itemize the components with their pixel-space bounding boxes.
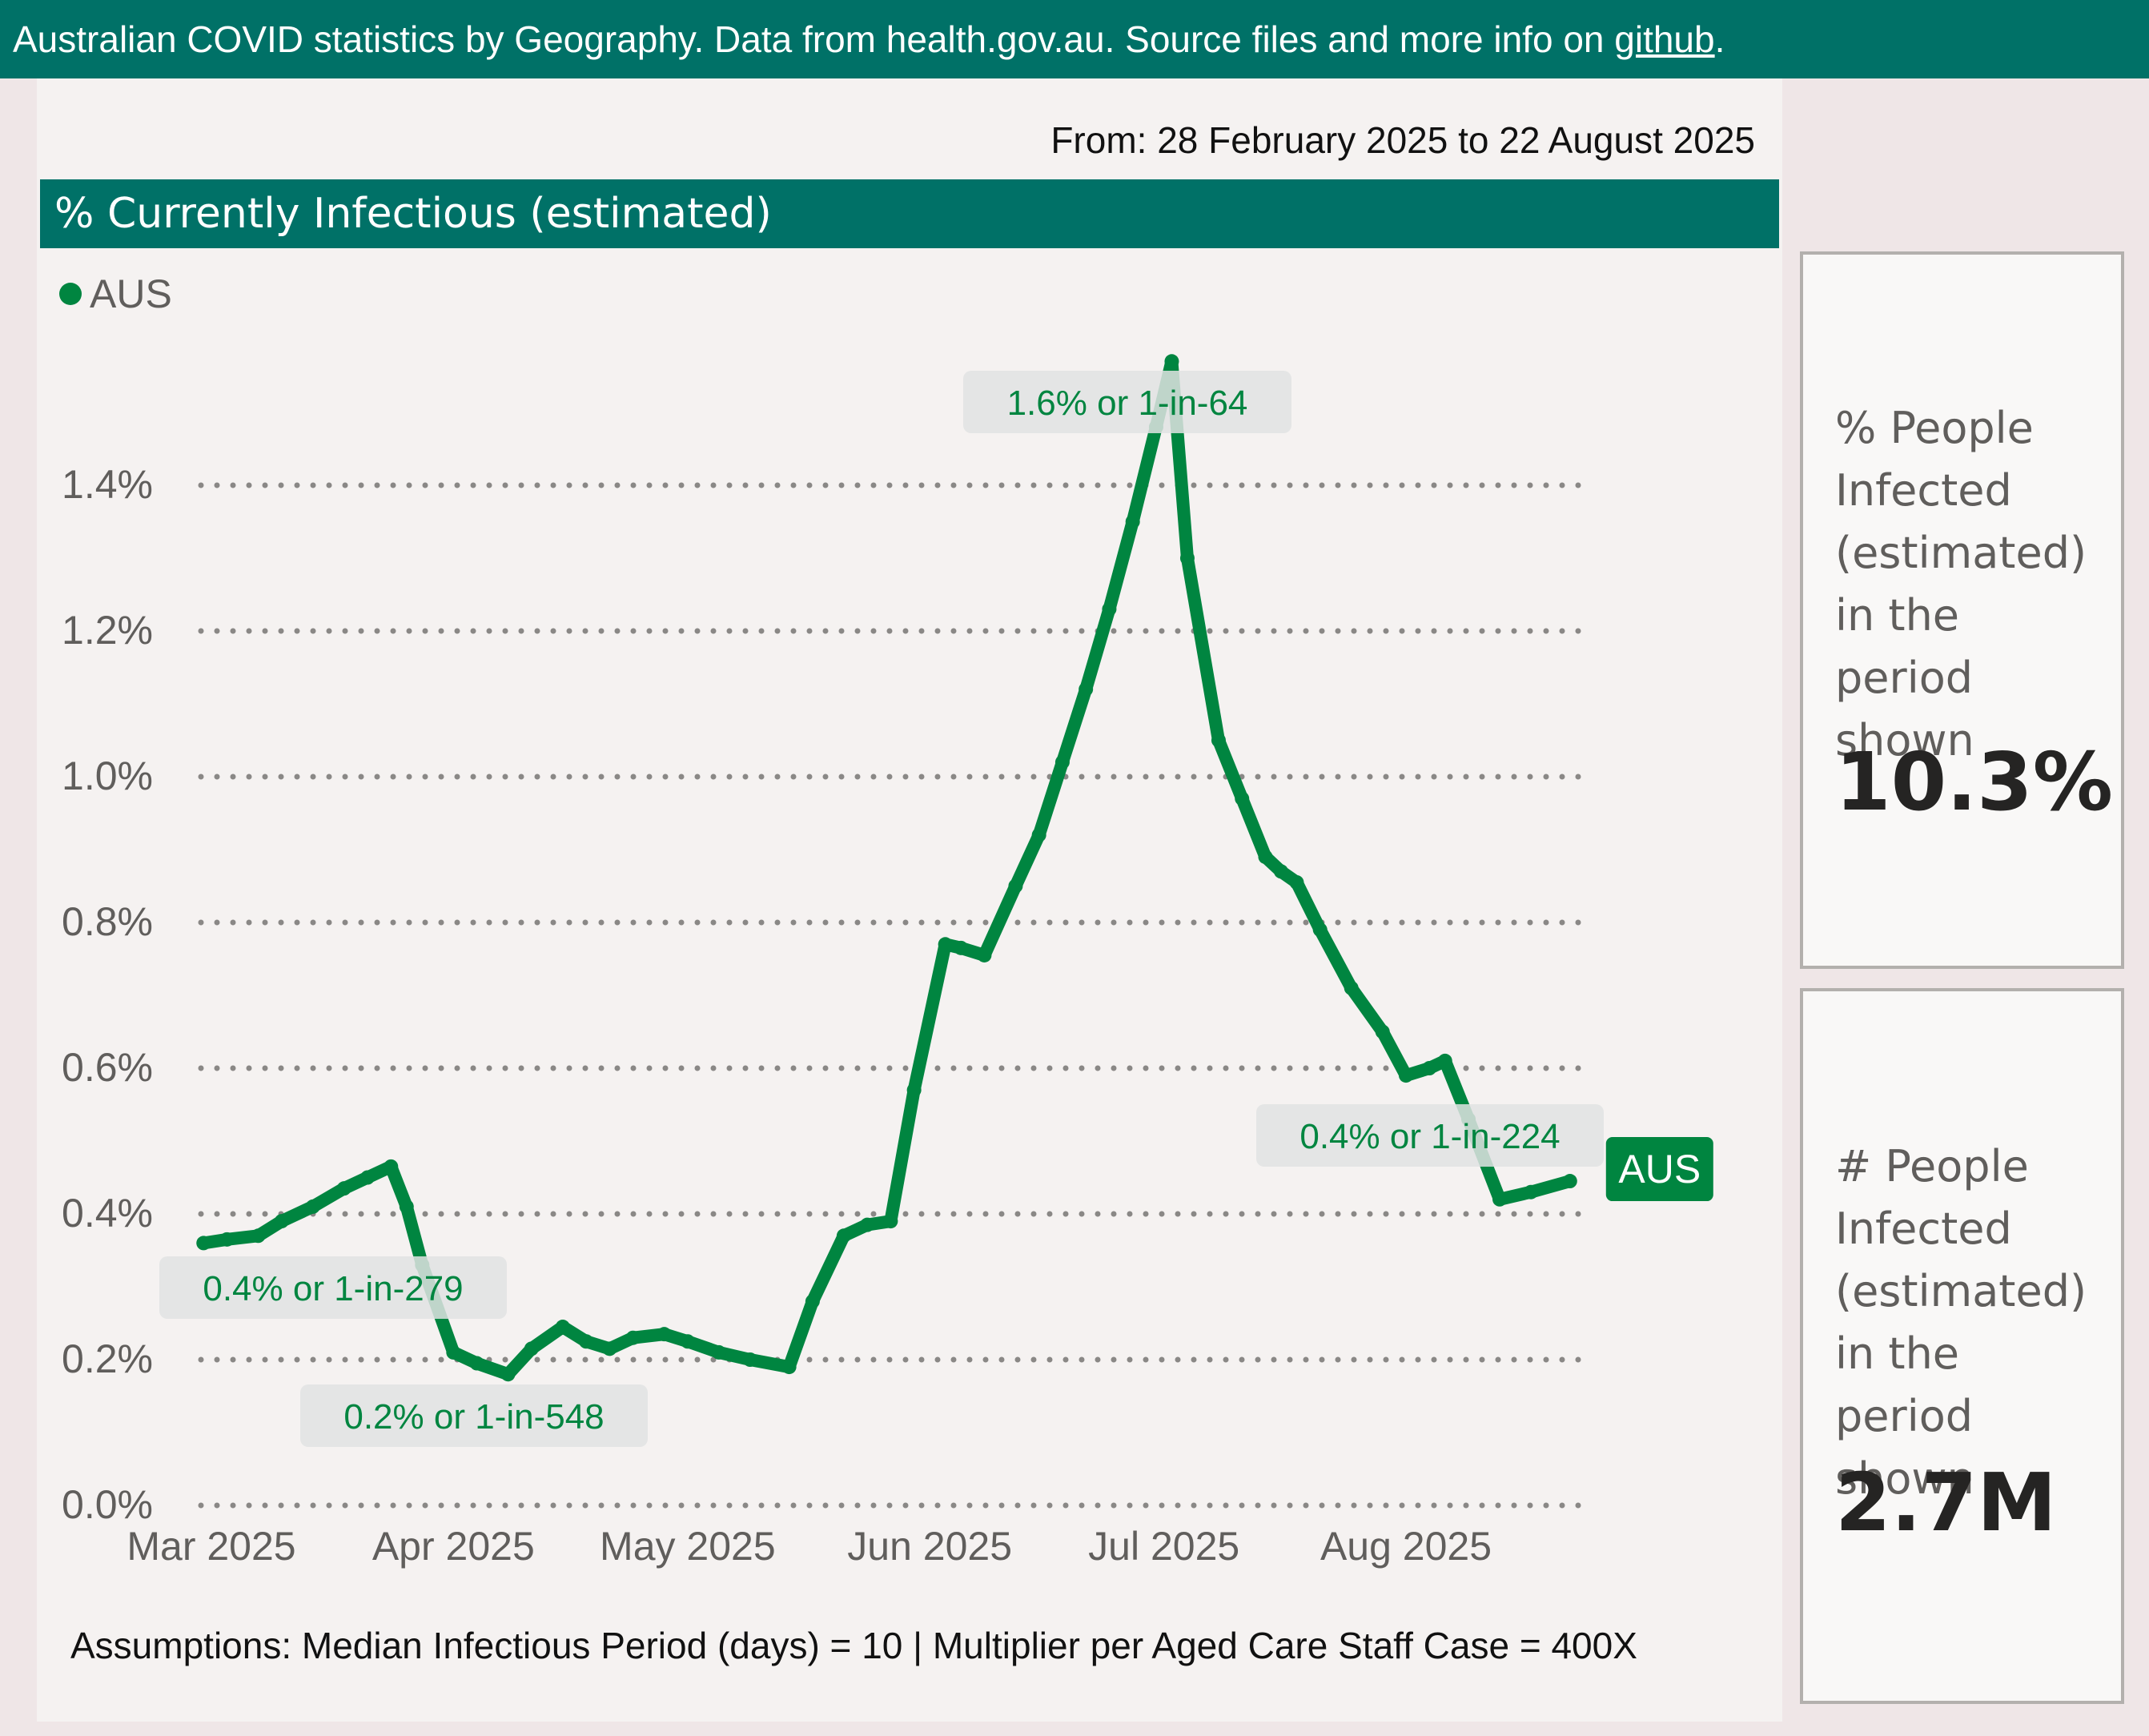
data-point[interactable] (1289, 874, 1304, 890)
data-label-box (159, 1256, 507, 1319)
card-value: 10.3% (1835, 735, 2113, 829)
data-point[interactable] (384, 1159, 399, 1174)
data-point[interactable] (742, 1352, 757, 1367)
data-point[interactable] (1437, 1053, 1452, 1068)
data-point[interactable] (1179, 551, 1195, 565)
y-tick-label: 0.0% (62, 1482, 153, 1527)
data-point[interactable] (336, 1181, 351, 1196)
header-text-end: . (1714, 18, 1725, 60)
data-point[interactable] (1273, 864, 1288, 879)
github-link[interactable]: github (1614, 18, 1715, 60)
data-point[interactable] (399, 1199, 414, 1214)
data-point[interactable] (1375, 1024, 1390, 1039)
x-tick-label: Mar 2025 (127, 1524, 295, 1569)
data-label-box (300, 1384, 648, 1447)
legend-label: AUS (90, 271, 172, 316)
y-tick-label: 0.2% (62, 1336, 153, 1381)
data-point[interactable] (625, 1330, 641, 1345)
data-label-box (963, 371, 1291, 433)
x-tick-label: Apr 2025 (372, 1524, 535, 1569)
data-point[interactable] (524, 1341, 539, 1356)
data-point[interactable] (805, 1294, 820, 1309)
card-percent-infected: % People Infected (estimated) in the per… (1800, 251, 2124, 969)
data-point[interactable] (938, 937, 953, 952)
data-label: 1.6% or 1-in-64 (1007, 384, 1248, 423)
card-number-infected: # People Infected (estimated) in the per… (1800, 988, 2124, 1704)
data-point[interactable] (360, 1170, 376, 1185)
header-text: Australian COVID statistics by Geography… (13, 18, 1615, 60)
y-tick-label: 0.8% (62, 899, 153, 944)
data-point[interactable] (196, 1236, 211, 1251)
y-tick-label: 1.4% (62, 462, 153, 507)
data-point[interactable] (1079, 681, 1094, 697)
data-point[interactable] (977, 947, 992, 962)
data-label: 0.4% or 1-in-224 (1299, 1117, 1560, 1156)
y-tick-label: 1.0% (62, 753, 153, 798)
data-point[interactable] (883, 1214, 898, 1229)
data-point[interactable] (1054, 754, 1070, 770)
data-point[interactable] (657, 1327, 672, 1342)
card-label: % People Infected (estimated) in the per… (1835, 403, 2087, 766)
data-point[interactable] (1235, 791, 1250, 806)
data-point[interactable] (1211, 733, 1226, 748)
assumptions-text: Assumptions: Median Infectious Period (d… (70, 1625, 1637, 1666)
data-point[interactable] (860, 1217, 875, 1232)
data-label: 0.2% or 1-in-548 (343, 1397, 604, 1437)
data-point[interactable] (251, 1228, 266, 1244)
date-range: From: 28 February 2025 to 22 August 2025 (1050, 119, 1755, 161)
data-point[interactable] (1125, 514, 1140, 529)
data-point[interactable] (680, 1334, 695, 1349)
data-point[interactable] (1258, 850, 1273, 865)
data-point[interactable] (219, 1232, 235, 1247)
y-tick-label: 0.6% (62, 1045, 153, 1090)
data-point[interactable] (1031, 827, 1046, 842)
y-tick-label: 0.4% (62, 1191, 153, 1236)
data-point[interactable] (1312, 922, 1328, 938)
page-header: Australian COVID statistics by Geography… (0, 0, 2149, 78)
series-end-label: AUS (1618, 1147, 1701, 1191)
data-point[interactable] (954, 940, 969, 955)
data-point[interactable] (446, 1344, 461, 1360)
data-label-box (1256, 1104, 1604, 1167)
data-point[interactable] (711, 1344, 726, 1360)
data-point[interactable] (555, 1320, 570, 1335)
data-point[interactable] (1492, 1191, 1508, 1207)
data-point[interactable] (305, 1199, 320, 1214)
data-point[interactable] (602, 1341, 617, 1356)
data-point[interactable] (469, 1356, 484, 1371)
y-tick-label: 1.2% (62, 608, 153, 653)
legend-marker-icon (59, 283, 82, 305)
data-point[interactable] (1008, 878, 1023, 894)
line-chart[interactable]: 0.0% 0.2% 0.4% 0.6% 0.8% 1.0% 1.2% 1.4% Mar 2025… (37, 78, 1782, 1722)
data-point[interactable] (906, 1083, 922, 1098)
card-value: 2.7M (1835, 1456, 2057, 1549)
x-tick-label: Jul 2025 (1088, 1524, 1239, 1569)
data-point[interactable] (579, 1334, 594, 1349)
x-tick-label: Jun 2025 (847, 1524, 1012, 1569)
data-point[interactable] (781, 1360, 797, 1375)
card-label: # People Infected (estimated) in the per… (1835, 1141, 2087, 1504)
data-point[interactable] (1102, 601, 1117, 617)
data-point[interactable] (274, 1214, 289, 1229)
x-tick-label: May 2025 (600, 1524, 776, 1569)
data-point[interactable] (836, 1228, 851, 1244)
data-point[interactable] (1399, 1068, 1413, 1083)
data-point[interactable] (1422, 1061, 1437, 1075)
data-point[interactable] (1344, 980, 1359, 995)
series-end-label-box (1605, 1137, 1713, 1202)
data-point[interactable] (1524, 1184, 1539, 1200)
chart-panel: From: 28 February 2025 to 22 August 2025… (37, 78, 1782, 1722)
data-point[interactable] (500, 1367, 516, 1382)
chart-title: % Currently Infectious (estimated) (40, 179, 1779, 248)
x-tick-label: Aug 2025 (1320, 1524, 1492, 1569)
data-label: 0.4% or 1-in-279 (203, 1269, 463, 1308)
data-point[interactable] (1164, 354, 1179, 369)
legend[interactable]: AUS (59, 271, 172, 317)
data-point[interactable] (1562, 1174, 1577, 1189)
